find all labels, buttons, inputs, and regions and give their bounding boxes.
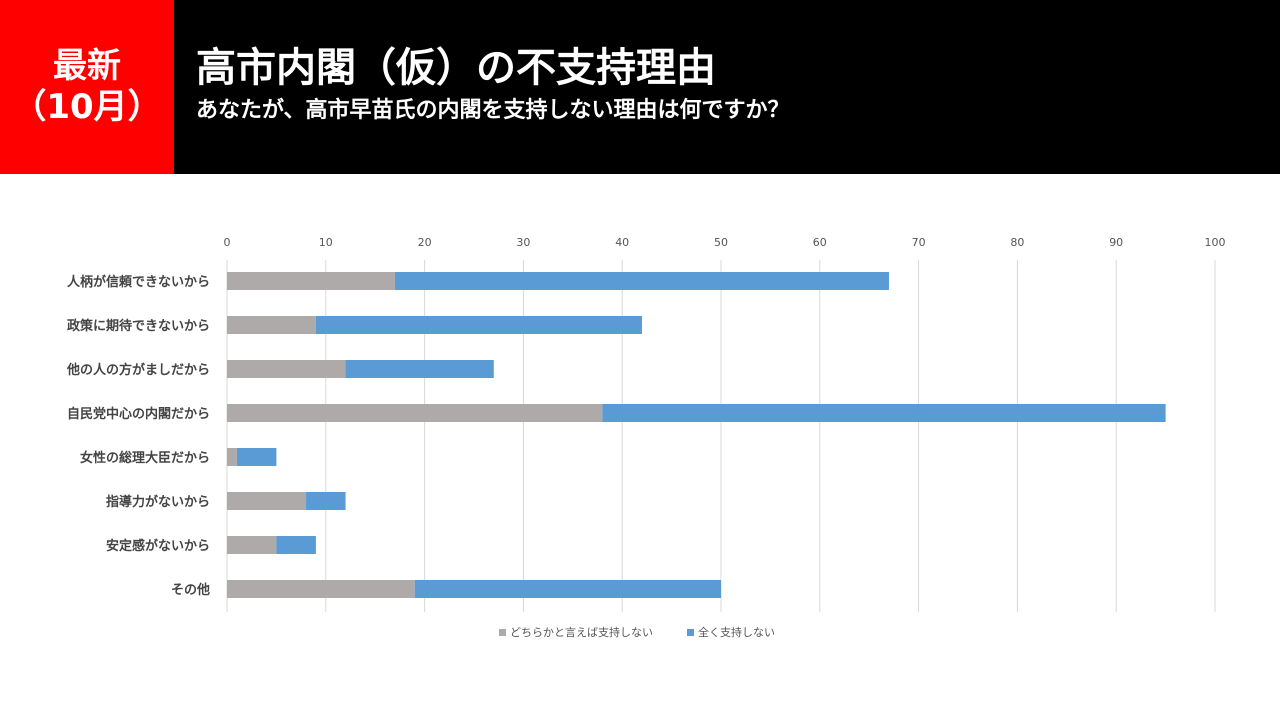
bar-segment-series-1 (227, 536, 277, 554)
bar-segment-series-2 (315, 316, 642, 334)
category-label: 人柄が信頼できないから (67, 274, 210, 290)
badge-label: 最新 (53, 45, 121, 86)
bar-segment-series-1 (227, 448, 237, 466)
legend-swatch (687, 629, 694, 636)
page-title: 高市内閣（仮）の不支持理由 (196, 45, 716, 91)
x-tick-label: 90 (1109, 236, 1123, 249)
bar-segment-series-1 (227, 360, 346, 378)
category-label: 指導力がないから (106, 494, 210, 510)
bar-segment-series-2 (236, 448, 277, 466)
bar-segment-series-1 (227, 404, 603, 422)
x-tick-label: 20 (418, 236, 432, 249)
x-tick-label: 60 (813, 236, 827, 249)
header-bar: 最新 （10月） 高市内閣（仮）の不支持理由 あなたが、高市早苗氏の内閣を支持し… (0, 0, 1280, 174)
page-subtitle: あなたが、高市早苗氏の内閣を支持しない理由は何ですか？ (196, 98, 790, 123)
bar-segment-series-2 (394, 272, 889, 290)
x-tick-label: 100 (1205, 236, 1226, 249)
x-tick-label: 50 (714, 236, 728, 249)
category-label: その他 (171, 582, 210, 598)
legend-swatch (499, 629, 506, 636)
x-tick-label: 40 (615, 236, 629, 249)
bar-segment-series-2 (345, 360, 494, 378)
badge-month: （10月） (12, 87, 162, 127)
x-tick-label: 70 (912, 236, 926, 249)
x-tick-label: 80 (1010, 236, 1024, 249)
bar-segment-series-1 (227, 272, 395, 290)
legend-label: どちらかと言えば支持しない (510, 625, 653, 639)
bar-segment-series-2 (414, 580, 721, 598)
bar-segment-series-2 (602, 404, 1166, 422)
legend-label: 全く支持しない (698, 625, 775, 639)
category-label: 自民党中心の内閣だから (67, 406, 210, 422)
category-label: 女性の総理大臣だから (80, 450, 210, 466)
bar-segment-series-1 (227, 316, 316, 334)
category-label: 政策に期待できないから (67, 318, 210, 334)
bar-segment-series-1 (227, 492, 307, 510)
x-tick-label: 30 (516, 236, 530, 249)
category-label: 安定感がないから (106, 538, 210, 554)
x-tick-label: 0 (224, 236, 231, 249)
bar-segment-series-2 (306, 492, 346, 510)
bar-segment-series-2 (276, 536, 316, 554)
x-tick-label: 10 (319, 236, 333, 249)
latest-badge: 最新 （10月） (0, 0, 174, 174)
stacked-bar-chart: 0 10 20 30 40 50 60 70 80 90 100 人柄が信頼できないから政策に期待でき… (66, 236, 1226, 639)
bar-segment-series-1 (227, 580, 415, 598)
category-label: 他の人の方がましだから (66, 362, 210, 378)
